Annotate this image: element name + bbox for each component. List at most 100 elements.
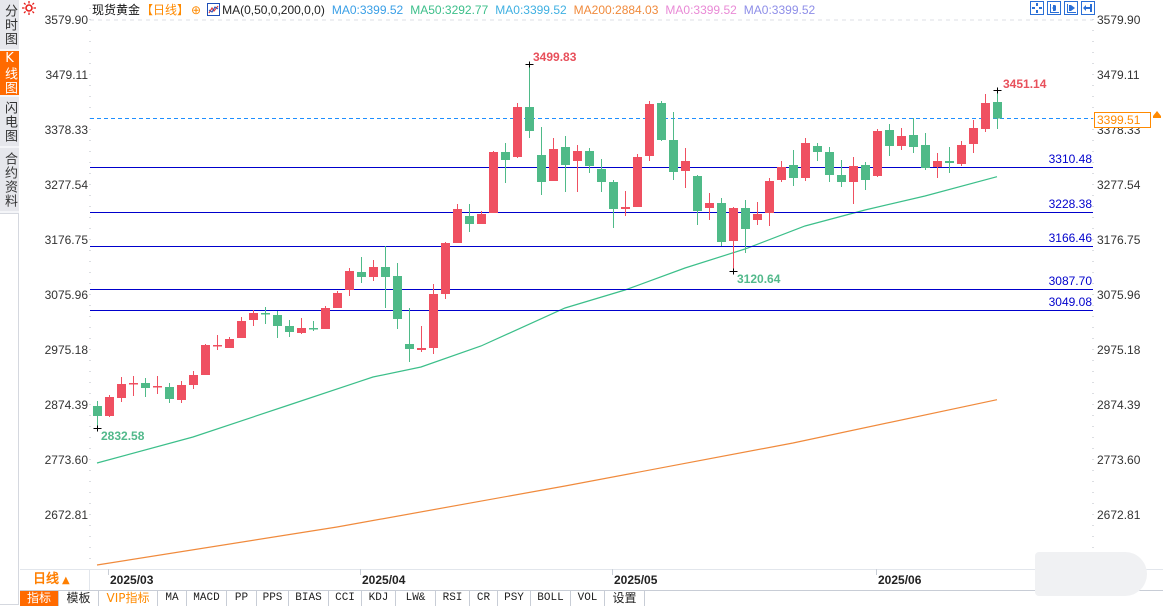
x-axis-tick: [360, 569, 361, 575]
candle-down: [357, 271, 366, 277]
y-axis-label: 3176.75: [1097, 232, 1141, 247]
price-level-label[interactable]: 3166.46: [1048, 230, 1092, 245]
y-axis-label: 3378.33: [44, 122, 88, 137]
blurred-watermark: [1035, 552, 1147, 596]
candle-up: [705, 203, 714, 208]
range-right-icon[interactable]: [1064, 1, 1078, 15]
candle-down: [669, 139, 678, 172]
tab-label: 闪电图: [2, 100, 17, 143]
candle-up: [753, 213, 762, 220]
tab-vip-indicators[interactable]: VIP指标: [99, 591, 158, 606]
candle-down: [909, 135, 918, 148]
candle-down: [381, 267, 390, 277]
tab-tick-chart[interactable]: 闪电图: [0, 97, 19, 148]
tab-psy[interactable]: PSY: [498, 591, 531, 606]
x-axis: [20, 569, 1163, 591]
tab-settings[interactable]: 设置: [605, 591, 645, 606]
candle-up: [417, 347, 426, 351]
candle-down: [861, 164, 870, 180]
candle-up: [429, 293, 438, 348]
current-price-tag: 3399.51: [1094, 112, 1151, 129]
period-selector-label: 日线: [33, 572, 60, 587]
indicator-chart-icon[interactable]: [207, 3, 221, 16]
candle-up: [213, 344, 222, 347]
candle-up: [153, 386, 162, 388]
y-axis-label: 3277.54: [1097, 177, 1141, 192]
y-axis-label: 2773.60: [44, 452, 88, 467]
candle-down: [165, 387, 174, 400]
tab-label: K线图: [2, 51, 17, 95]
range-left-icon[interactable]: [1047, 1, 1061, 15]
price-level-label[interactable]: 3228.38: [1048, 196, 1092, 211]
candle-down: [561, 147, 570, 165]
crosshair-icon[interactable]: [1030, 1, 1044, 15]
symbol-name: 现货黄金: [92, 3, 141, 17]
tab-ma[interactable]: MA: [158, 591, 187, 606]
x-axis-tick: [108, 569, 109, 575]
candle-up: [933, 160, 942, 168]
candle-up: [969, 127, 978, 144]
tab-vol[interactable]: VOL: [571, 591, 605, 606]
tab-cr[interactable]: CR: [470, 591, 498, 606]
candle-up: [873, 131, 882, 176]
tab-pp[interactable]: PP: [227, 591, 257, 606]
candle-up: [489, 151, 498, 213]
tab-macd[interactable]: MACD: [187, 591, 227, 606]
tab-pps[interactable]: PPS: [257, 591, 289, 606]
candle-down: [141, 383, 150, 388]
candle-up: [729, 207, 738, 241]
price-level-label[interactable]: 3049.08: [1048, 294, 1092, 309]
candle-down: [837, 175, 846, 183]
high-price-annotation: 3451.14: [1003, 77, 1047, 92]
tab-bias[interactable]: BIAS: [289, 591, 329, 606]
candle-up: [225, 339, 234, 348]
candle-down: [717, 203, 726, 242]
candle-down: [465, 215, 474, 224]
candle-down: [693, 175, 702, 211]
period-label: 【日线】: [141, 3, 190, 17]
reset-view-icon[interactable]: [1081, 1, 1095, 15]
x-axis-date-label: 2025/04: [362, 573, 406, 587]
candle-down: [273, 315, 282, 327]
tab-intraday[interactable]: 分时图: [0, 0, 19, 51]
ma-value: MA0:3399.52: [743, 2, 816, 17]
y-axis-label: 3075.96: [44, 288, 88, 302]
candle-up: [849, 165, 858, 183]
candle-down: [405, 343, 414, 350]
tab-kline[interactable]: K线图: [0, 51, 19, 97]
candle-down: [741, 207, 750, 229]
candle-up: [117, 383, 126, 399]
candle-down: [813, 146, 822, 152]
price-level-label[interactable]: 3087.70: [1048, 273, 1092, 288]
tab-kdj[interactable]: KDJ: [362, 591, 396, 606]
candle-up: [321, 307, 330, 329]
ma200-value: MA200:2884.03: [573, 2, 659, 17]
tab-boll[interactable]: BOLL: [531, 591, 571, 606]
tab-templates[interactable]: 模板: [59, 591, 99, 606]
price-level-label[interactable]: 3310.48: [1048, 152, 1092, 167]
tab-indicators[interactable]: 指标: [20, 591, 59, 606]
tab-rsi[interactable]: RSI: [436, 591, 470, 606]
indicator-params[interactable]: MA(0,50,0,200,0,0): [222, 2, 325, 17]
candle-up: [177, 384, 186, 400]
candle-up: [453, 208, 462, 244]
x-axis-tick: [876, 569, 877, 575]
ma-value: MA0:3399.52: [665, 2, 737, 17]
candle-up: [681, 160, 690, 172]
candle-down: [825, 151, 834, 176]
candle-up: [777, 167, 786, 180]
add-symbol-icon[interactable]: ⊕: [191, 2, 202, 17]
y-axis-label: 2672.81: [1097, 508, 1141, 522]
candle-up: [513, 107, 522, 157]
y-axis-label: 3479.11: [1097, 68, 1140, 82]
tab-cci[interactable]: CCI: [329, 591, 362, 606]
high-price-annotation: 3499.83: [533, 49, 577, 64]
chart-type-tabs: 分时图 K线图 闪电图 合约资料: [0, 0, 19, 213]
tab-contract-info[interactable]: 合约资料: [0, 148, 19, 213]
candle-down: [993, 101, 1002, 119]
tab-lwr[interactable]: LW&: [396, 591, 436, 606]
period-selector[interactable]: 日线 ▲: [20, 570, 90, 590]
candle-up: [201, 344, 210, 376]
realtime-indicator-icon: [22, 1, 36, 15]
